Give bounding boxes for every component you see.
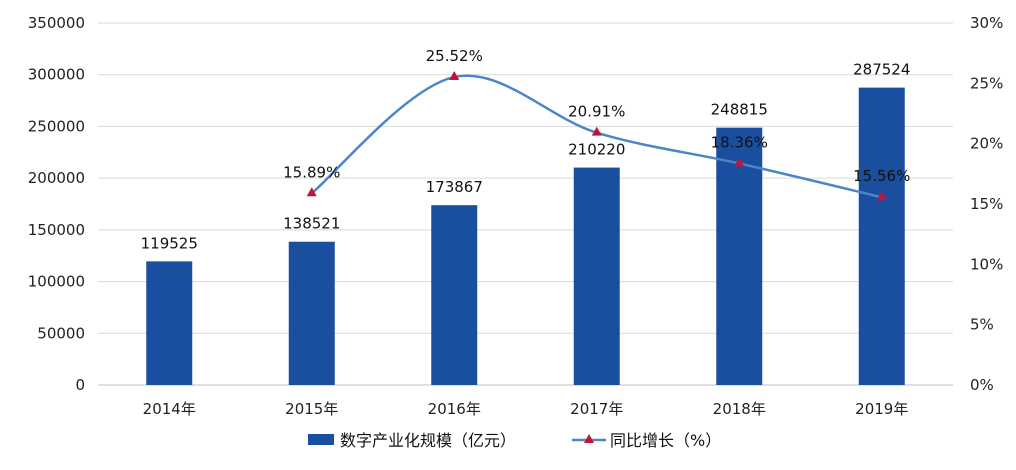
line-point-marker (306, 187, 317, 197)
legend: 数字产业化规模（亿元） 同比增长（%） (308, 431, 721, 450)
left-axis-tick-label: 350000 (28, 14, 85, 32)
right-axis-tick-label: 30% (970, 14, 1003, 32)
legend-label-line: 同比增长（%） (610, 431, 721, 450)
right-axis-tick-label: 20% (970, 135, 1003, 153)
grid-lines (98, 22, 953, 386)
line-point-marker (734, 157, 745, 167)
bar (573, 167, 620, 385)
left-axis-tick-label: 50000 (37, 324, 85, 342)
bar-data-label: 119525 (141, 234, 198, 252)
x-axis-tick-label: 2017年 (570, 400, 623, 418)
x-axis-tick-label: 2019年 (855, 400, 908, 418)
line-data-label: 18.36% (711, 133, 768, 151)
line-data-labels: 15.89% 25.52% 20.91% 18.36% 15.56% (283, 47, 910, 185)
bar-series (146, 87, 905, 385)
line-data-label: 25.52% (426, 47, 483, 65)
x-axis-tick-label: 2015年 (285, 400, 338, 418)
legend-label-bar: 数字产业化规模（亿元） (340, 431, 516, 450)
x-axis-tick-label: 2016年 (428, 400, 481, 418)
bar (716, 127, 763, 385)
bar-data-label: 287524 (853, 61, 910, 79)
line-data-label: 15.89% (283, 163, 340, 181)
left-axis-tick-label: 300000 (28, 66, 85, 84)
right-axis-tick-label: 10% (970, 255, 1003, 273)
line-point-marker (591, 126, 602, 136)
bar-data-label: 173867 (426, 178, 483, 196)
right-axis-tick-label: 0% (970, 376, 994, 394)
bar-data-label: 138521 (283, 215, 340, 233)
bar-data-label: 210220 (568, 141, 625, 159)
legend-marker-triangle (584, 434, 594, 443)
x-axis-tick-label: 2014年 (143, 400, 196, 418)
bar (288, 241, 335, 385)
right-axis: 0% 5% 10% 15% 20% 25% 30% (970, 14, 1003, 394)
bar (146, 261, 193, 385)
left-axis: 0 50000 100000 150000 200000 250000 300000 3500… (28, 14, 85, 394)
line-data-label: 20.91% (568, 103, 625, 121)
left-axis-tick-label: 250000 (28, 117, 85, 135)
x-axis: 2014年 2015年 2016年 2017年 2018年 2019年 (143, 400, 909, 418)
bar-data-labels: 119525 138521 173867 210220 248815 287524 (141, 61, 911, 253)
x-axis-tick-label: 2018年 (713, 400, 766, 418)
line-point-marker (876, 191, 887, 201)
line-data-label: 15.56% (853, 167, 910, 185)
line-series (306, 71, 887, 201)
bar-data-label: 248815 (711, 101, 768, 119)
legend-swatch-bar (308, 434, 334, 445)
line-point-marker (449, 71, 460, 81)
right-axis-tick-label: 15% (970, 195, 1003, 213)
bar (431, 205, 478, 385)
left-axis-tick-label: 150000 (28, 221, 85, 239)
right-axis-tick-label: 25% (970, 74, 1003, 92)
bar (858, 87, 905, 385)
left-axis-tick-label: 100000 (28, 273, 85, 291)
left-axis-tick-label: 0 (75, 376, 85, 394)
left-axis-tick-label: 200000 (28, 169, 85, 187)
right-axis-tick-label: 5% (970, 316, 994, 334)
